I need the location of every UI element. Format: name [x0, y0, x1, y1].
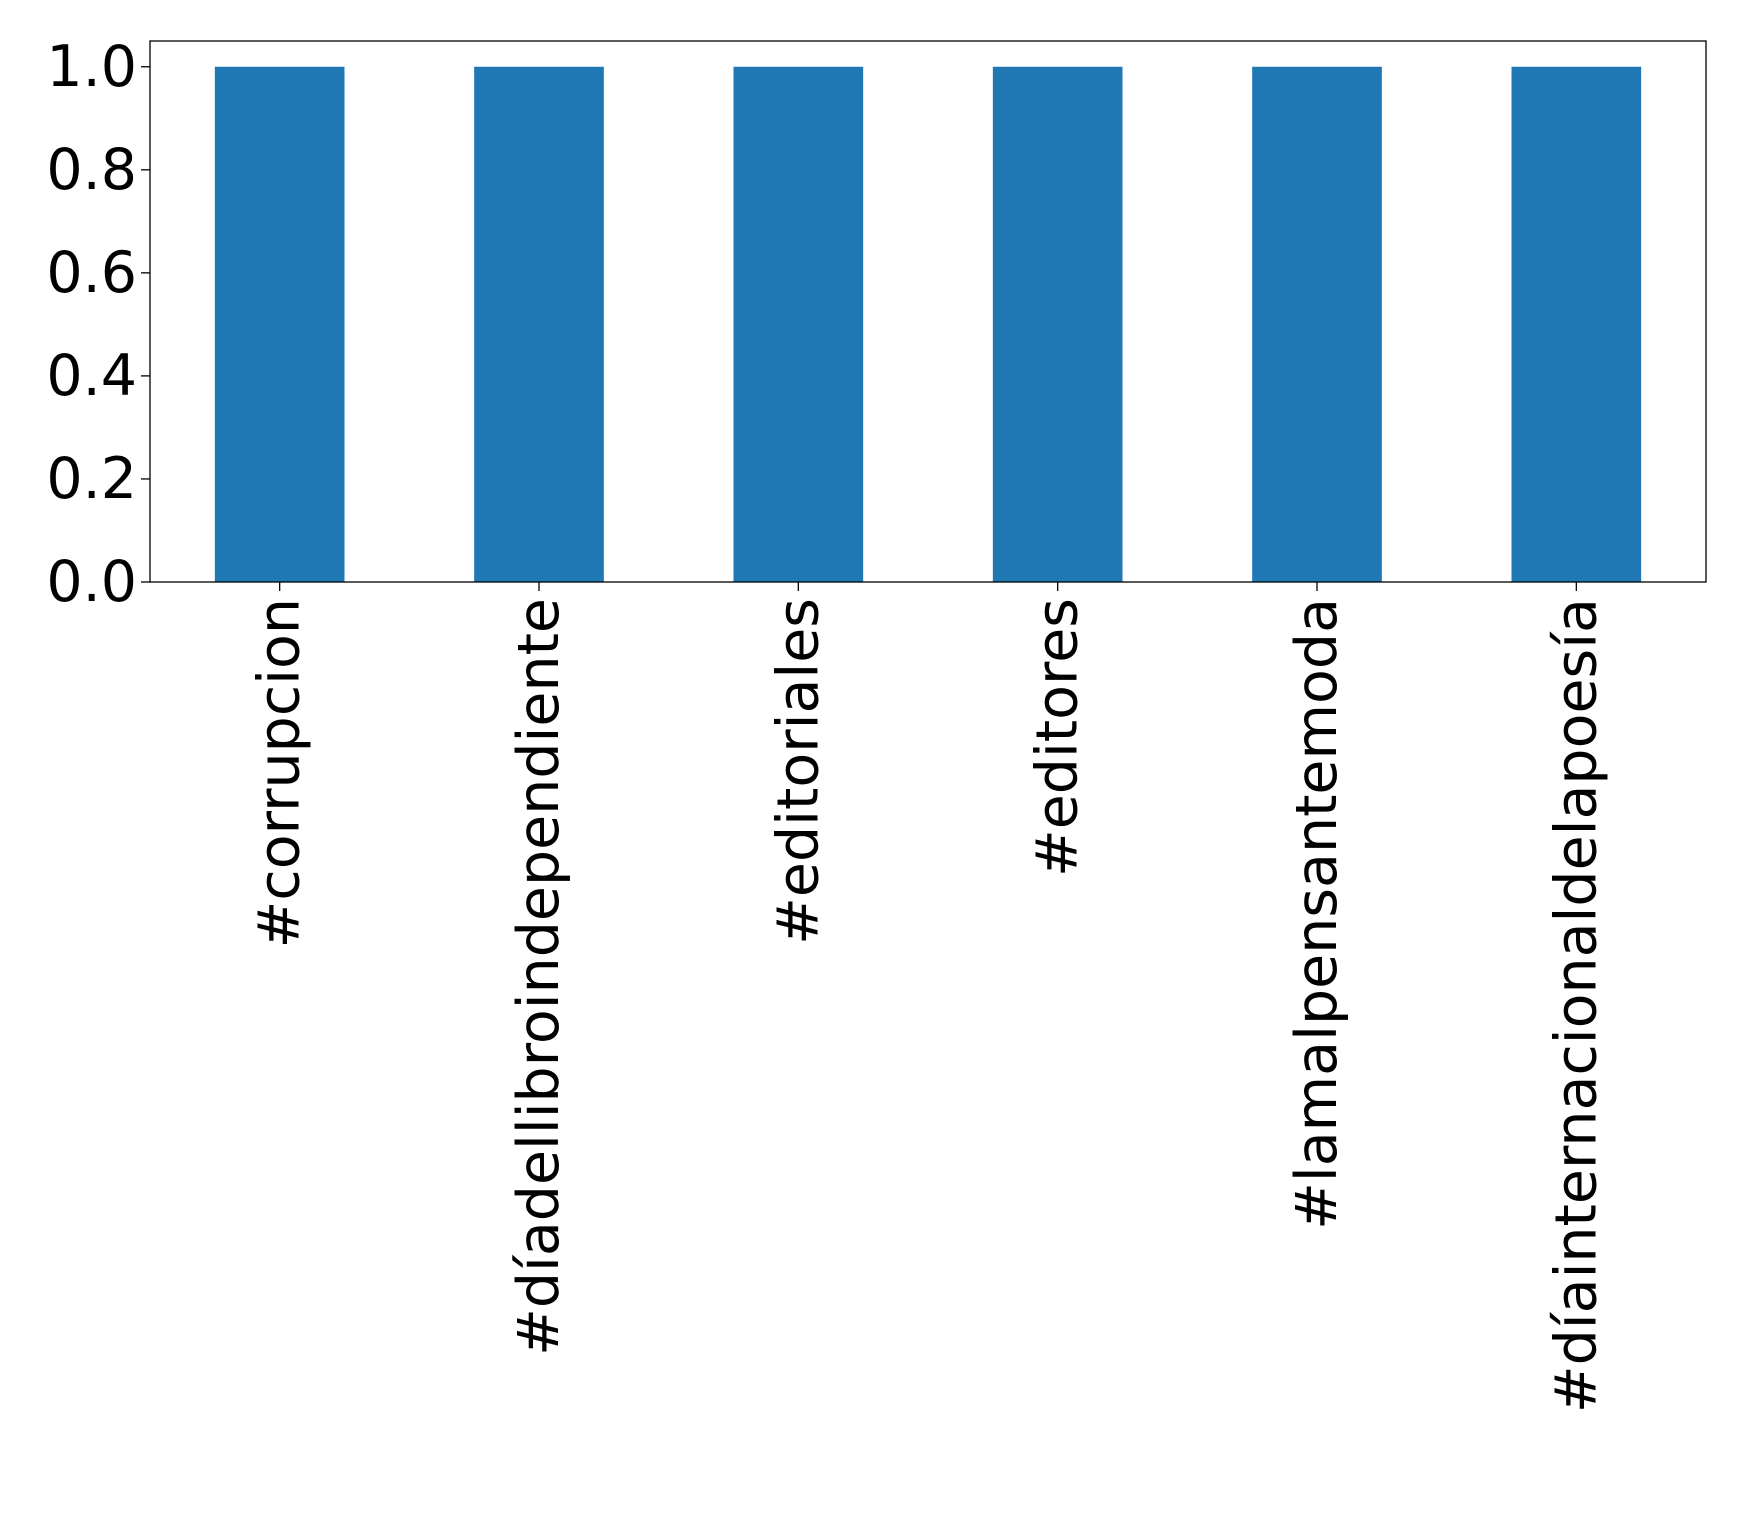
bar-6: [1511, 66, 1642, 582]
x-axis: #corrupcion #díadellibroindependiente #edi…: [247, 582, 1609, 1413]
bar-2: [474, 66, 604, 582]
x-tick-label: #díainternacionaldelapoesía: [1543, 598, 1609, 1413]
bar-1: [214, 66, 345, 582]
y-tick-label: 1.0: [46, 34, 137, 100]
y-tick-label: 0.2: [46, 446, 137, 512]
y-tick-label: 0.8: [46, 137, 137, 203]
bar-4: [992, 66, 1123, 582]
y-tick-label: 0.6: [46, 240, 137, 306]
x-tick-label: #corrupcion: [247, 598, 313, 948]
x-tick-label: #díadellibroindependiente: [506, 598, 572, 1356]
y-axis: 0.0 0.2 0.4 0.6 0.8 1.0: [46, 34, 150, 615]
bars-group: [214, 66, 1642, 582]
x-tick-label: #editoriales: [765, 598, 831, 945]
x-tick-label: #editores: [1025, 598, 1091, 877]
plot-frame: [149, 40, 1707, 583]
y-tick-label: 0.4: [46, 343, 137, 409]
y-tick-label: 0.0: [46, 549, 137, 615]
x-tick-label: #lamalpensantemoda: [1284, 598, 1350, 1230]
bar-3: [733, 66, 864, 582]
bar-5: [1252, 66, 1382, 582]
